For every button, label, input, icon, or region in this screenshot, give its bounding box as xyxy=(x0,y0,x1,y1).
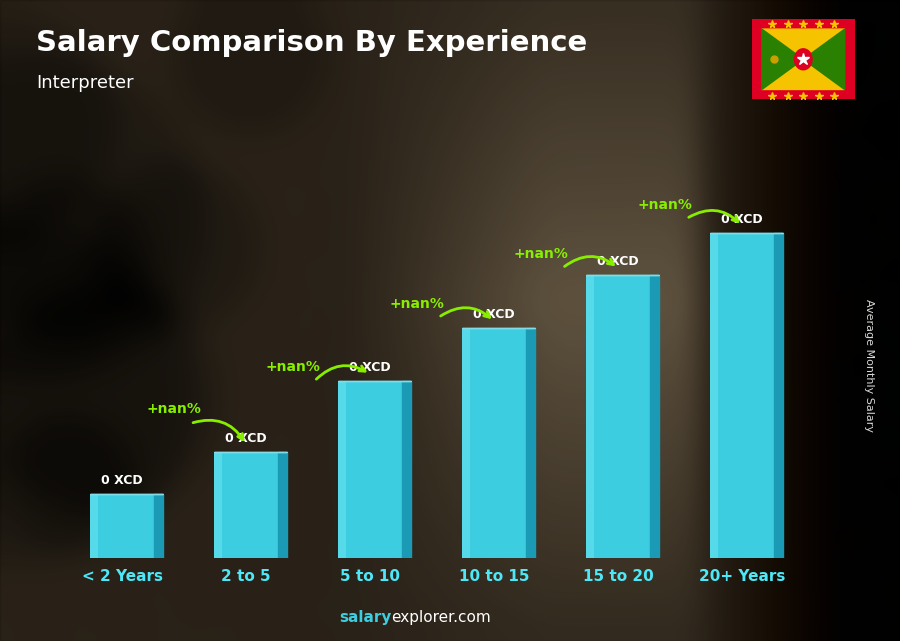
Bar xyxy=(710,233,774,558)
Text: 0 XCD: 0 XCD xyxy=(225,431,267,445)
Text: 0 XCD: 0 XCD xyxy=(349,361,391,374)
Text: salary: salary xyxy=(339,610,392,625)
Bar xyxy=(462,328,526,558)
Text: 0 XCD: 0 XCD xyxy=(102,474,143,487)
Text: +nan%: +nan% xyxy=(390,297,445,310)
Bar xyxy=(462,328,470,558)
Text: explorer.com: explorer.com xyxy=(392,610,491,625)
Text: 0 XCD: 0 XCD xyxy=(598,255,639,268)
Text: Salary Comparison By Experience: Salary Comparison By Experience xyxy=(36,29,587,57)
Bar xyxy=(710,233,717,558)
Text: +nan%: +nan% xyxy=(266,360,320,374)
Bar xyxy=(90,494,155,558)
Bar xyxy=(586,275,594,558)
Polygon shape xyxy=(526,328,536,558)
Text: +nan%: +nan% xyxy=(514,247,569,261)
Bar xyxy=(214,452,278,558)
Text: +nan%: +nan% xyxy=(638,197,693,212)
Polygon shape xyxy=(761,29,803,90)
Polygon shape xyxy=(278,452,287,558)
Bar xyxy=(586,275,651,558)
Text: 0 XCD: 0 XCD xyxy=(473,308,515,321)
Text: Interpreter: Interpreter xyxy=(36,74,133,92)
Polygon shape xyxy=(803,29,844,90)
Polygon shape xyxy=(774,233,783,558)
Polygon shape xyxy=(651,275,659,558)
Bar xyxy=(338,381,346,558)
Bar xyxy=(90,494,98,558)
Text: Average Monthly Salary: Average Monthly Salary xyxy=(863,299,874,432)
Polygon shape xyxy=(761,60,844,90)
Polygon shape xyxy=(402,381,411,558)
Polygon shape xyxy=(761,29,844,60)
Text: 0 XCD: 0 XCD xyxy=(721,213,763,226)
Circle shape xyxy=(795,49,812,70)
Bar xyxy=(338,381,402,558)
Polygon shape xyxy=(155,494,163,558)
Bar xyxy=(214,452,221,558)
Text: +nan%: +nan% xyxy=(147,403,202,417)
